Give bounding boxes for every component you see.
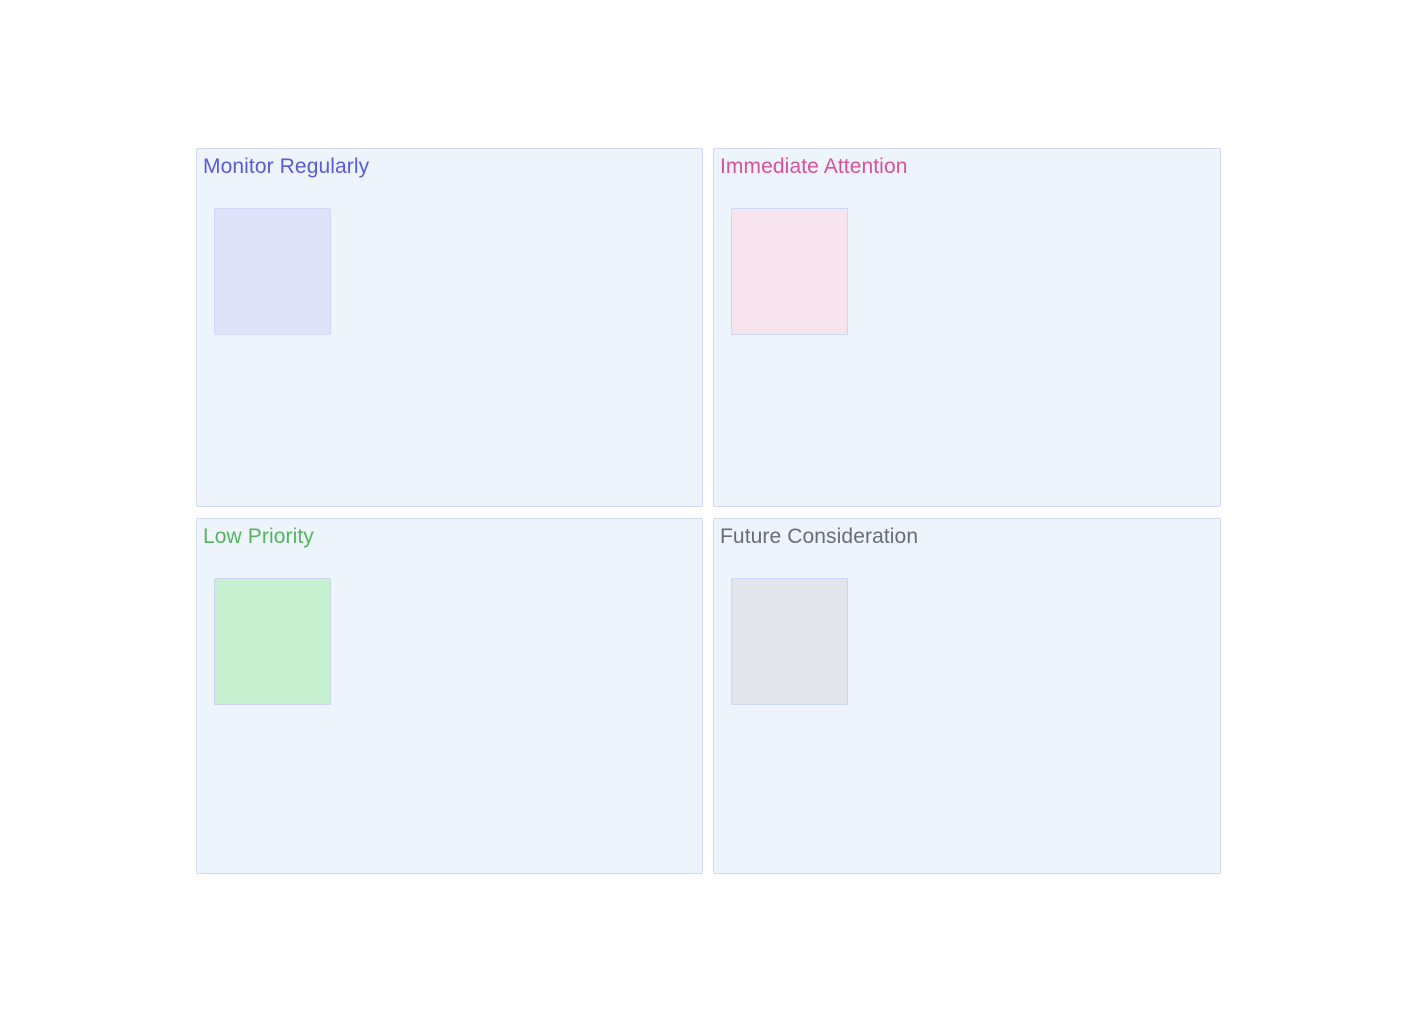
priority-matrix: Monitor Regularly Immediate Attention Lo…	[196, 148, 1221, 874]
quadrant-future-consideration[interactable]: Future Consideration	[713, 518, 1221, 874]
quadrant-title-future-consideration: Future Consideration	[720, 525, 919, 548]
quadrant-title-low-priority: Low Priority	[203, 525, 314, 548]
quadrant-immediate-attention[interactable]: Immediate Attention	[713, 148, 1221, 507]
priority-card-future-consideration[interactable]	[731, 577, 848, 705]
quadrant-low-priority[interactable]: Low Priority	[196, 518, 703, 874]
quadrant-title-monitor-regularly: Monitor Regularly	[203, 155, 370, 178]
priority-card-monitor-regularly[interactable]	[214, 207, 331, 335]
priority-card-immediate-attention[interactable]	[731, 207, 848, 335]
quadrant-monitor-regularly[interactable]: Monitor Regularly	[196, 148, 703, 507]
quadrant-title-immediate-attention: Immediate Attention	[720, 155, 908, 178]
priority-card-low-priority[interactable]	[214, 577, 331, 705]
